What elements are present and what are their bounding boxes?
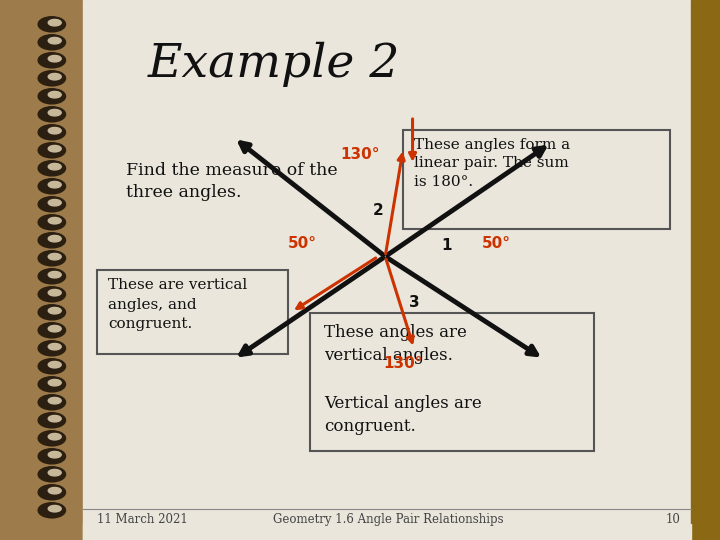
Ellipse shape [38, 449, 66, 464]
Ellipse shape [48, 272, 61, 278]
Bar [83, 524, 691, 540]
Text: 50°: 50° [482, 235, 511, 251]
Ellipse shape [48, 361, 61, 368]
Ellipse shape [48, 110, 61, 116]
Text: 130°: 130° [341, 147, 379, 162]
Ellipse shape [48, 164, 61, 170]
Text: 1: 1 [441, 238, 451, 253]
Ellipse shape [48, 56, 61, 62]
Ellipse shape [38, 269, 66, 284]
Ellipse shape [48, 326, 61, 332]
Ellipse shape [38, 287, 66, 302]
Text: 11 March 2021: 11 March 2021 [97, 513, 188, 526]
Ellipse shape [48, 289, 61, 296]
Ellipse shape [38, 341, 66, 356]
Text: 50°: 50° [288, 235, 317, 251]
Ellipse shape [38, 125, 66, 140]
Ellipse shape [48, 218, 61, 224]
Ellipse shape [38, 251, 66, 266]
Ellipse shape [38, 215, 66, 230]
Ellipse shape [38, 377, 66, 392]
Ellipse shape [38, 17, 66, 32]
Ellipse shape [48, 181, 61, 188]
Bar [83, 0, 720, 540]
Ellipse shape [38, 71, 66, 86]
Text: 3: 3 [409, 295, 419, 310]
Ellipse shape [48, 253, 61, 260]
Ellipse shape [38, 35, 66, 50]
Ellipse shape [38, 197, 66, 212]
Ellipse shape [48, 397, 61, 404]
Ellipse shape [38, 323, 66, 338]
Bar [691, 0, 720, 540]
Ellipse shape [38, 107, 66, 122]
Ellipse shape [48, 451, 61, 458]
Ellipse shape [38, 467, 66, 482]
Text: These angles are
vertical angles.

Vertical angles are
congruent.: These angles are vertical angles. Vertic… [324, 324, 482, 435]
Bar [0, 0, 83, 540]
Ellipse shape [38, 143, 66, 158]
Ellipse shape [38, 431, 66, 446]
Ellipse shape [48, 434, 61, 440]
Ellipse shape [38, 179, 66, 194]
Text: Example 2: Example 2 [148, 42, 400, 87]
Ellipse shape [48, 37, 61, 44]
Ellipse shape [38, 485, 66, 500]
Ellipse shape [48, 343, 61, 350]
Text: 2: 2 [373, 203, 383, 218]
Ellipse shape [48, 469, 61, 476]
Ellipse shape [48, 145, 61, 152]
Ellipse shape [48, 19, 61, 26]
Text: Geometry 1.6 Angle Pair Relationships: Geometry 1.6 Angle Pair Relationships [274, 513, 504, 526]
FancyBboxPatch shape [97, 270, 288, 354]
FancyBboxPatch shape [403, 130, 670, 230]
Ellipse shape [48, 73, 61, 80]
Text: These are vertical
angles, and
congruent.: These are vertical angles, and congruent… [108, 278, 247, 331]
Text: 10: 10 [665, 513, 680, 526]
Text: Find the measure of the
three angles.: Find the measure of the three angles. [126, 162, 338, 201]
Ellipse shape [48, 488, 61, 494]
Ellipse shape [48, 380, 61, 386]
Ellipse shape [48, 91, 61, 98]
Ellipse shape [38, 395, 66, 410]
Ellipse shape [38, 89, 66, 104]
Ellipse shape [38, 305, 66, 320]
Text: 130°: 130° [384, 356, 423, 372]
Ellipse shape [38, 413, 66, 428]
Ellipse shape [48, 199, 61, 206]
Ellipse shape [38, 233, 66, 248]
Text: These angles form a
linear pair. The sum
is 180°.: These angles form a linear pair. The sum… [414, 138, 570, 188]
Ellipse shape [38, 53, 66, 68]
Ellipse shape [48, 505, 61, 512]
Ellipse shape [38, 161, 66, 176]
Ellipse shape [38, 359, 66, 374]
Ellipse shape [48, 415, 61, 422]
Ellipse shape [48, 127, 61, 134]
Ellipse shape [48, 235, 61, 242]
Ellipse shape [38, 503, 66, 518]
Ellipse shape [48, 307, 61, 314]
FancyBboxPatch shape [310, 313, 594, 451]
